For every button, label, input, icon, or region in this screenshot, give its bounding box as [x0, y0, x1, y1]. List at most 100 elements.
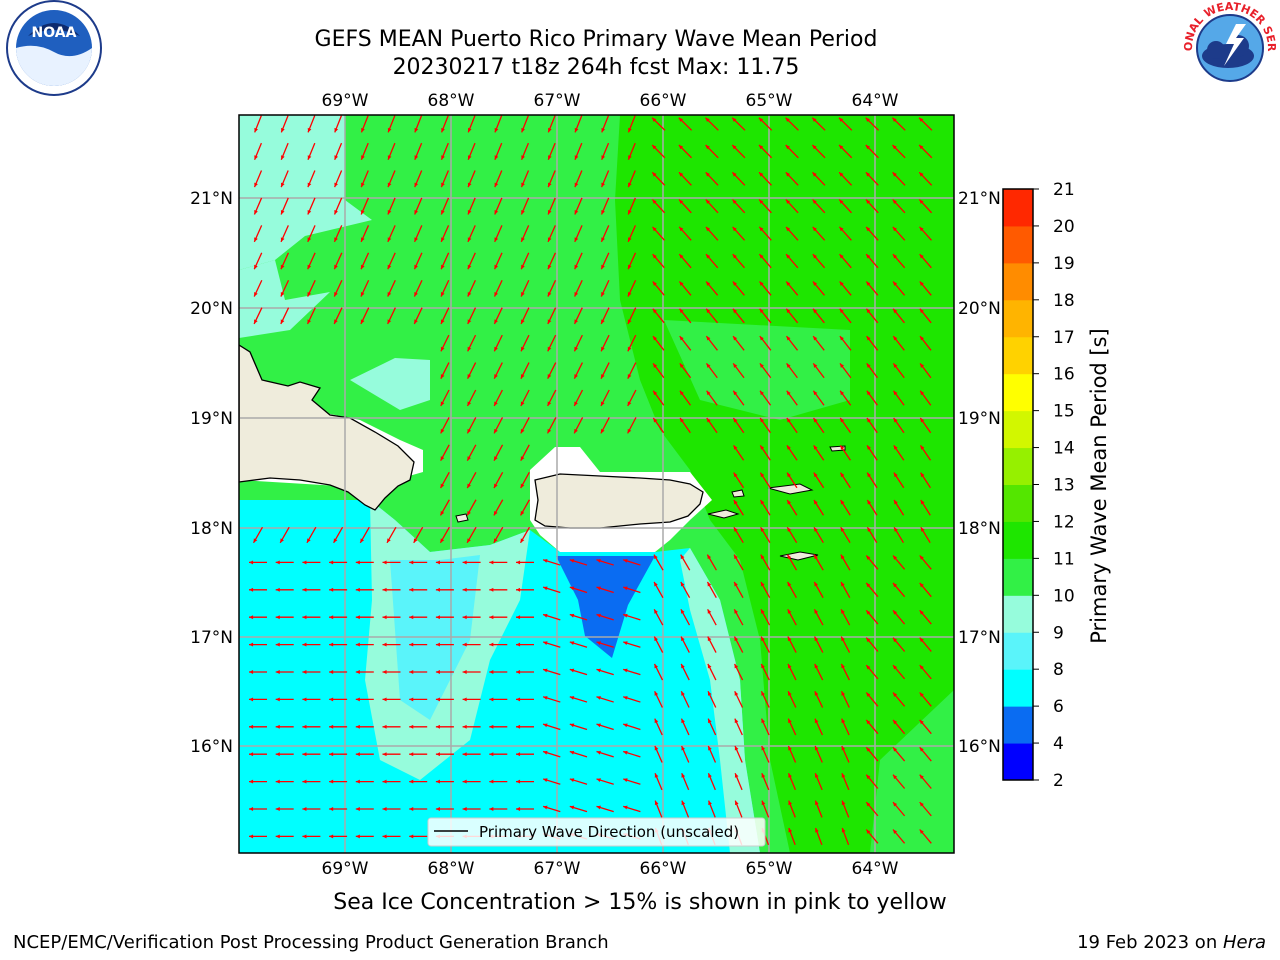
wave-arrow — [409, 779, 428, 784]
wave-arrow — [678, 226, 692, 241]
wave-arrow — [275, 697, 294, 702]
wave-arrow — [785, 199, 799, 214]
wave-arrow — [654, 718, 663, 736]
wave-arrow — [893, 472, 905, 489]
wave-arrow — [382, 560, 401, 565]
wave-arrow — [355, 587, 374, 592]
lon-labels-bottom: 69°W 68°W 67°W 66°W 65°W 64°W — [322, 859, 899, 879]
wave-arrow — [760, 690, 770, 708]
wave-arrow — [652, 226, 665, 241]
colorbar-tick-label: 19 — [1053, 254, 1075, 274]
wave-arrow — [759, 417, 771, 434]
wave-arrow — [892, 226, 906, 241]
wave-arrow — [705, 117, 719, 131]
wave-arrow — [494, 142, 503, 160]
wave-arrow — [918, 117, 933, 131]
wave-arrow — [892, 582, 906, 598]
sea-ice-note: Sea Ice Concentration > 15% is shown in … — [333, 890, 947, 915]
wave-arrow — [841, 718, 850, 736]
wave-arrow — [919, 281, 932, 296]
wave-arrow — [355, 560, 374, 565]
wave-arrow — [866, 499, 878, 516]
wave-arrow — [466, 362, 477, 379]
colorbar-tick-label: 6 — [1053, 697, 1064, 717]
wave-arrow — [840, 636, 851, 653]
wave-arrow — [761, 800, 770, 818]
wave-arrow — [787, 581, 797, 598]
lon-labels-top: 69°W 68°W 67°W 66°W 65°W 64°W — [322, 91, 899, 111]
wave-arrow — [760, 663, 770, 681]
wave-arrow — [596, 641, 614, 648]
wave-arrow — [865, 829, 879, 844]
wave-arrow — [466, 526, 477, 544]
wave-arrow — [919, 801, 932, 817]
wave-arrow — [307, 225, 316, 243]
wave-arrow — [651, 171, 666, 186]
wave-arrow — [812, 363, 825, 379]
wave-arrow — [252, 526, 264, 544]
wave-arrow — [653, 663, 664, 681]
wave-arrow — [466, 499, 477, 516]
wave-arrow — [601, 142, 610, 160]
wave-arrow — [813, 636, 824, 653]
wave-arrow — [516, 587, 534, 592]
wave-arrow — [785, 117, 799, 131]
wave-arrow — [866, 363, 879, 379]
colorbar: 2 4 6 8 9 10 11 12 13 14 15 16 17 18 19 20 21 — [1002, 180, 1075, 791]
wave-arrow — [462, 587, 481, 592]
wave-arrow — [440, 334, 450, 352]
wave-arrow — [865, 637, 879, 652]
wave-arrow — [467, 279, 476, 297]
colorbar-tick-label: 2 — [1053, 771, 1064, 791]
wave-arrow — [382, 587, 401, 592]
lat-label-right: 16°N — [958, 737, 1001, 757]
wave-arrow — [307, 115, 316, 133]
wave-arrow — [627, 417, 637, 434]
wave-arrow — [489, 724, 508, 729]
wave-arrow — [839, 281, 852, 296]
wave-arrow — [520, 170, 530, 188]
wave-arrow — [355, 807, 374, 811]
wave-arrow — [892, 281, 906, 296]
wave-arrow — [280, 225, 289, 243]
wave-arrow — [786, 390, 798, 406]
lon-label-top: 65°W — [746, 91, 793, 111]
wave-arrow — [254, 115, 262, 133]
wave-arrow — [382, 724, 401, 729]
wave-arrow — [435, 642, 454, 647]
wave-arrow — [707, 745, 717, 763]
wave-arrow — [440, 225, 450, 243]
wave-arrow — [333, 225, 343, 243]
wave-arrow — [600, 389, 610, 407]
wave-arrow — [302, 724, 321, 729]
wave-arrow — [414, 197, 423, 215]
lon-label-top: 64°W — [852, 91, 899, 111]
wave-arrow — [814, 745, 823, 763]
wave-arrow — [680, 608, 691, 626]
wave-arrow — [413, 307, 423, 325]
wave-arrow — [280, 115, 289, 133]
footer-host: Hera — [1222, 932, 1266, 953]
wave-arrow — [866, 526, 878, 544]
wave-arrow — [651, 199, 666, 214]
wave-arrow — [360, 197, 369, 215]
wave-arrow — [440, 142, 449, 160]
wave-arrow — [516, 670, 534, 674]
wave-arrow — [329, 642, 348, 647]
wave-arrow — [865, 281, 879, 296]
wave-arrow — [275, 615, 294, 620]
wave-arrow — [387, 252, 396, 270]
wave-arrow — [600, 279, 610, 297]
wave-arrow — [466, 471, 477, 489]
wave-arrow — [333, 307, 343, 325]
wave-arrow — [489, 587, 508, 592]
wave-arrow — [382, 642, 401, 647]
wave-arrow — [892, 390, 905, 406]
wave-arrow — [865, 308, 879, 324]
colorbar-tick-label: 13 — [1053, 476, 1075, 496]
wave-arrow — [652, 417, 665, 434]
wave-arrow — [679, 390, 692, 406]
wave-arrow — [786, 417, 798, 434]
lat-label-left: 18°N — [190, 519, 233, 539]
wave-arrow — [542, 613, 561, 621]
